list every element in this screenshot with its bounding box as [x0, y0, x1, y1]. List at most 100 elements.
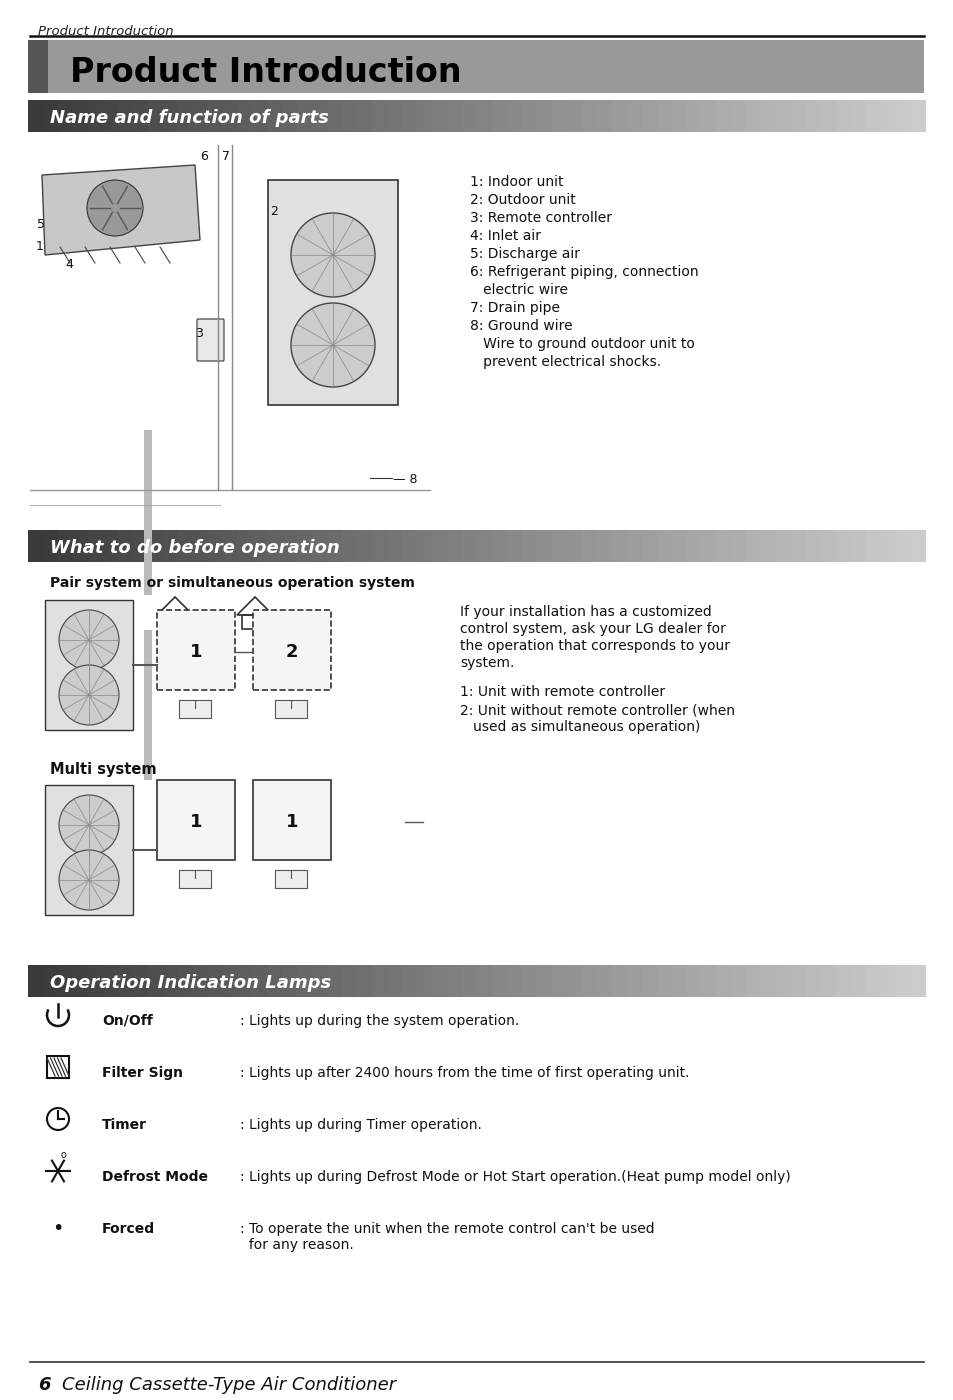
Bar [461, 531, 477, 561]
Bar [910, 99, 925, 132]
Bar [895, 965, 910, 997]
Bar [611, 531, 626, 561]
Bar [312, 965, 328, 997]
Bar [148, 99, 163, 132]
Bar [626, 99, 641, 132]
Bar [208, 965, 223, 997]
Bar [865, 99, 881, 132]
Bar [208, 531, 223, 561]
Bar [372, 531, 387, 561]
Bar [790, 965, 806, 997]
Text: used as simultaneous operation): used as simultaneous operation) [459, 720, 700, 734]
Bar [626, 531, 641, 561]
Bar [416, 99, 432, 132]
Bar [179, 700, 211, 718]
Bar [43, 99, 58, 132]
Bar [597, 99, 612, 132]
Bar [327, 99, 342, 132]
Bar [821, 99, 836, 132]
Text: Forced: Forced [102, 1222, 155, 1236]
Text: 2: Unit without remote controller (when: 2: Unit without remote controller (when [459, 703, 734, 717]
Bar [745, 965, 761, 997]
Text: : Lights up during the system operation.: : Lights up during the system operation. [240, 1014, 518, 1028]
Bar [521, 965, 537, 997]
Text: 4: 4 [65, 258, 72, 272]
Bar [700, 99, 717, 132]
Bar [222, 99, 238, 132]
Bar [312, 99, 328, 132]
Text: Defrost Mode: Defrost Mode [102, 1170, 208, 1184]
Bar [461, 99, 477, 132]
Circle shape [87, 181, 143, 237]
Text: Filter Sign: Filter Sign [102, 1065, 183, 1079]
Bar [521, 99, 537, 132]
Circle shape [291, 213, 375, 297]
Bar [476, 531, 492, 561]
Bar [88, 965, 103, 997]
Circle shape [59, 610, 119, 671]
Bar [671, 99, 686, 132]
Text: 1: 1 [190, 643, 202, 661]
Text: 7: 7 [222, 150, 230, 162]
Text: 1: 1 [286, 813, 298, 832]
FancyBboxPatch shape [253, 610, 331, 690]
Bar [47, 1056, 69, 1078]
Bar [72, 531, 89, 561]
Bar [327, 531, 342, 561]
Bar [566, 99, 581, 132]
Bar [132, 531, 148, 561]
Text: 1: 1 [190, 813, 202, 832]
Bar [447, 531, 462, 561]
Text: electric wire: electric wire [470, 283, 567, 297]
Bar [881, 531, 896, 561]
Bar [776, 99, 791, 132]
Bar [416, 531, 432, 561]
Bar [282, 531, 297, 561]
Bar [432, 531, 447, 561]
Bar [716, 99, 731, 132]
Text: for any reason.: for any reason. [240, 1238, 354, 1252]
Text: : Lights up after 2400 hours from the time of first operating unit.: : Lights up after 2400 hours from the ti… [240, 1065, 689, 1079]
Bar [356, 531, 373, 561]
Bar [58, 99, 73, 132]
Bar [372, 965, 387, 997]
Bar [117, 99, 133, 132]
Bar [581, 531, 597, 561]
Bar [447, 965, 462, 997]
Bar [731, 99, 746, 132]
Bar [836, 531, 851, 561]
Text: o: o [61, 1149, 67, 1161]
Bar [253, 531, 268, 561]
Text: •: • [52, 1219, 64, 1239]
Text: 4: Inlet air: 4: Inlet air [470, 230, 540, 244]
Text: 7: Drain pipe: 7: Drain pipe [470, 301, 559, 315]
Bar [402, 531, 417, 561]
Bar [163, 99, 178, 132]
Bar [447, 99, 462, 132]
Bar [144, 430, 152, 595]
Bar [700, 965, 717, 997]
Bar [148, 531, 163, 561]
Bar [132, 99, 148, 132]
Text: Timer: Timer [102, 1119, 147, 1133]
Bar [402, 99, 417, 132]
FancyBboxPatch shape [157, 780, 234, 860]
Bar [103, 99, 118, 132]
Bar [492, 965, 507, 997]
Text: 6: 6 [200, 150, 208, 162]
Bar [372, 99, 387, 132]
Bar [103, 965, 118, 997]
Bar [776, 531, 791, 561]
Text: Product Introduction: Product Introduction [38, 25, 173, 38]
Text: Name and function of parts: Name and function of parts [50, 109, 329, 127]
Bar [760, 531, 776, 561]
Bar [910, 965, 925, 997]
Bar [850, 531, 865, 561]
Bar [162, 615, 188, 630]
Text: 2: Outdoor unit: 2: Outdoor unit [470, 193, 576, 207]
Text: 5: Discharge air: 5: Discharge air [470, 246, 579, 260]
Bar [805, 965, 821, 997]
Bar [492, 99, 507, 132]
Bar [895, 531, 910, 561]
Bar [492, 531, 507, 561]
